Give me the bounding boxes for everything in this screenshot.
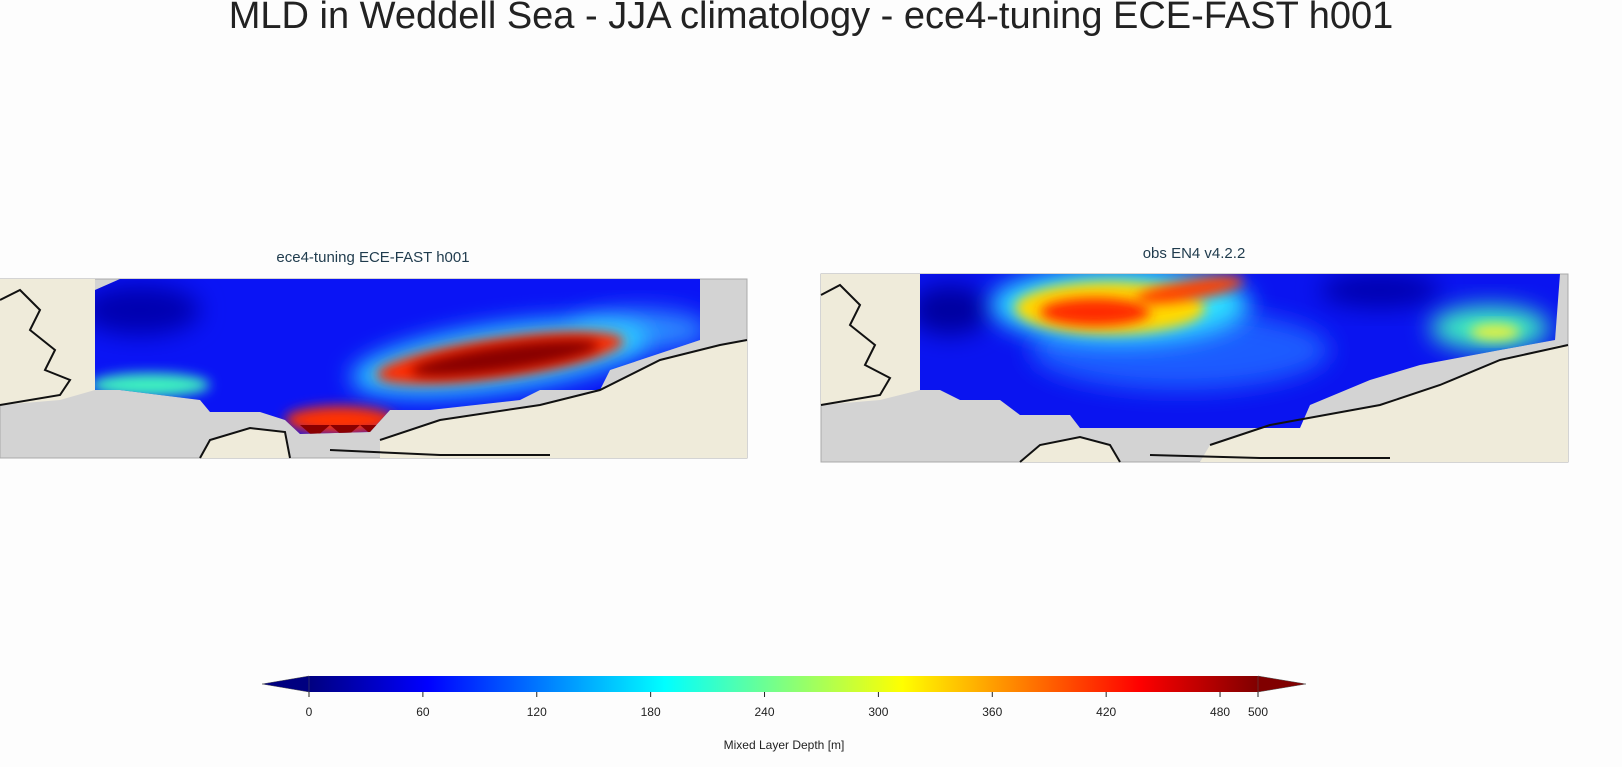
land [0, 279, 95, 405]
colorbar-tick-label: 360 [982, 705, 1002, 719]
land [1200, 345, 1568, 462]
land [200, 428, 290, 458]
coastline [1019, 435, 1390, 463]
colorbar-tick-label: 180 [641, 705, 661, 719]
colorbar-tick-label: 480 [1210, 705, 1230, 719]
map-left [0, 278, 748, 459]
colorbar-tick-label: 500 [1248, 705, 1268, 719]
coastline [1209, 344, 1569, 446]
land [380, 340, 747, 458]
coastline [199, 426, 550, 459]
colorbar-tick-label: 240 [755, 705, 775, 719]
field-low [95, 285, 200, 335]
panel-title: ece4-tuning ECE-FAST h001 [276, 249, 469, 266]
coastline [820, 283, 892, 406]
field-mid [1470, 324, 1520, 340]
colorbar-extend [261, 675, 310, 693]
field-low [1320, 274, 1440, 308]
colorbar-extend [1257, 675, 1307, 693]
colorbar-tick-label: 300 [868, 705, 888, 719]
colorbar: 0 60 120 180 240 300 360 420 480 500 [261, 675, 1307, 719]
field-low [920, 285, 990, 335]
land [821, 274, 920, 405]
colorbar-label: Mixed Layer Depth [m] [724, 738, 845, 752]
coastline [379, 339, 748, 441]
map-right [820, 273, 1569, 463]
field-high [1040, 298, 1150, 326]
colorbar-tick-label: 60 [416, 705, 430, 719]
land [1020, 437, 1120, 462]
colorbar-tick-label: 120 [527, 705, 547, 719]
colorbar-body [309, 676, 1258, 692]
panel-title: obs EN4 v4.2.2 [1143, 245, 1246, 262]
coastline [0, 288, 72, 406]
colorbar-tick-label: 420 [1096, 705, 1116, 719]
colorbar-tick-label: 0 [306, 705, 313, 719]
field-max [300, 425, 380, 434]
field-max [410, 339, 600, 377]
field-high [1135, 276, 1245, 304]
figure-title: MLD in Weddell Sea - JJA climatology - e… [229, 0, 1393, 37]
